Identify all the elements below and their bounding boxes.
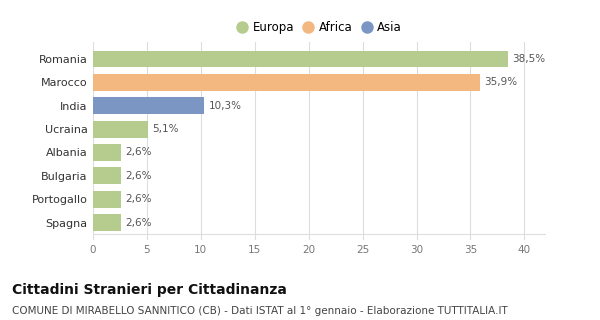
Text: 2,6%: 2,6% [125, 194, 152, 204]
Text: 5,1%: 5,1% [152, 124, 179, 134]
Text: COMUNE DI MIRABELLO SANNITICO (CB) - Dati ISTAT al 1° gennaio - Elaborazione TUT: COMUNE DI MIRABELLO SANNITICO (CB) - Dat… [12, 306, 508, 316]
Text: 2,6%: 2,6% [125, 218, 152, 228]
Legend: Europa, Africa, Asia: Europa, Africa, Asia [233, 18, 406, 38]
Text: 35,9%: 35,9% [485, 77, 518, 87]
Text: 38,5%: 38,5% [512, 54, 545, 64]
Bar [93, 214, 121, 231]
Bar [93, 74, 480, 91]
Bar [93, 97, 204, 114]
Text: 2,6%: 2,6% [125, 148, 152, 157]
Text: Cittadini Stranieri per Cittadinanza: Cittadini Stranieri per Cittadinanza [12, 283, 287, 297]
Text: 2,6%: 2,6% [125, 171, 152, 181]
Bar [93, 167, 121, 184]
Bar [93, 144, 121, 161]
Bar [93, 191, 121, 208]
Bar [93, 51, 508, 68]
Text: 10,3%: 10,3% [208, 101, 241, 111]
Bar [93, 121, 148, 138]
